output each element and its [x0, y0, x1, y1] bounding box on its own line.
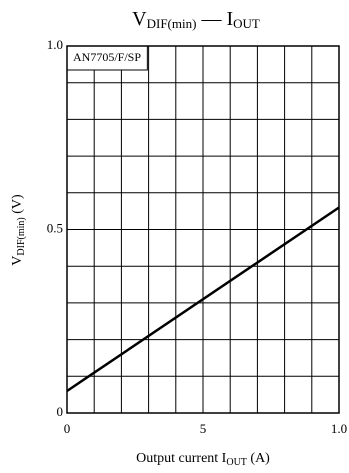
plot-frame: [66, 45, 340, 414]
annotation: AN7705/F/SP: [73, 50, 141, 64]
annotation-box: [66, 45, 148, 71]
y-tick-label: 0: [57, 404, 64, 419]
y-tick-label: 0.5: [47, 220, 63, 235]
y-axis-label: VDIF(min) (V): [10, 194, 27, 266]
x-axis-label: Output current IOUT (A): [136, 451, 270, 468]
line: [66, 206, 340, 393]
x-tick-label: 1.0: [331, 421, 347, 436]
x-tick-label: 5: [200, 421, 207, 436]
y-tick-label: 1.0: [47, 37, 63, 52]
chart-title: VDIF(min) — IOUT: [132, 8, 260, 31]
x-tick-label: 0: [64, 421, 71, 436]
